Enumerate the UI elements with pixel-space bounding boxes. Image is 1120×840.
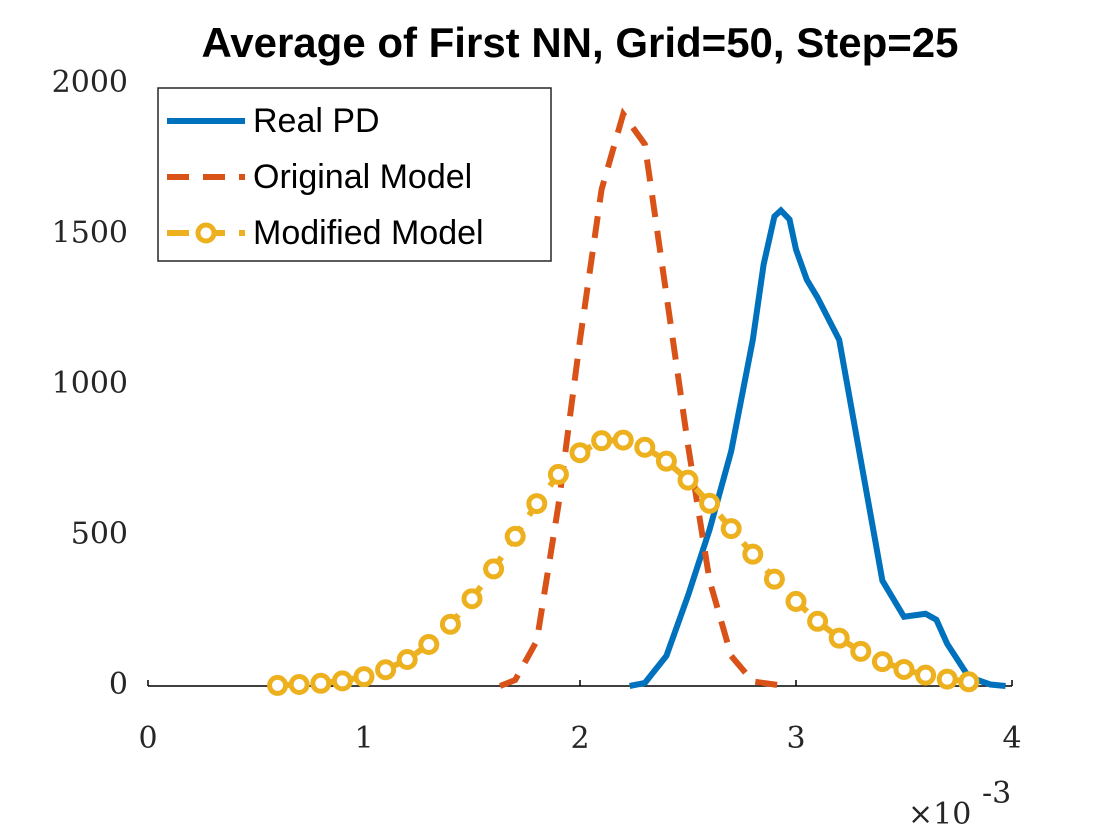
marker bbox=[483, 558, 505, 580]
marker bbox=[612, 429, 634, 451]
marker bbox=[893, 658, 915, 680]
marker bbox=[807, 610, 829, 632]
x-tick-label: 0 bbox=[138, 721, 157, 756]
marker bbox=[267, 674, 289, 696]
marker bbox=[871, 651, 893, 673]
legend-label: Real PD bbox=[253, 102, 380, 140]
x-offset-exponent: -3 bbox=[982, 776, 1011, 811]
marker bbox=[569, 442, 591, 464]
marker bbox=[591, 430, 613, 452]
legend-label: Original Model bbox=[253, 158, 472, 196]
y-tick-label: 0 bbox=[109, 667, 128, 702]
marker bbox=[439, 613, 461, 635]
chart-title: Average of First NN, Grid=50, Step=25 bbox=[201, 19, 958, 66]
x-offset-label: ×10 bbox=[908, 797, 971, 832]
marker bbox=[288, 673, 310, 695]
marker bbox=[742, 543, 764, 565]
marker bbox=[915, 664, 937, 686]
marker bbox=[504, 525, 526, 547]
marker bbox=[763, 568, 785, 590]
marker bbox=[850, 640, 872, 662]
marker bbox=[677, 469, 699, 491]
x-tick-label: 4 bbox=[1002, 721, 1021, 756]
y-tick-label: 1500 bbox=[52, 216, 128, 251]
y-tick-label: 2000 bbox=[52, 65, 128, 100]
series-line bbox=[629, 206, 1006, 689]
x-tick-label: 2 bbox=[570, 721, 589, 756]
marker bbox=[353, 666, 375, 688]
marker bbox=[547, 463, 569, 485]
marker bbox=[936, 668, 958, 690]
y-tick-label: 1000 bbox=[52, 366, 128, 401]
marker bbox=[655, 450, 677, 472]
marker bbox=[375, 659, 397, 681]
marker bbox=[461, 588, 483, 610]
marker bbox=[634, 436, 656, 458]
x-tick-label: 1 bbox=[354, 721, 373, 756]
series-line bbox=[498, 107, 786, 689]
marker bbox=[418, 633, 440, 655]
legend-label: Modified Model bbox=[253, 214, 484, 252]
legend-marker bbox=[195, 222, 217, 244]
marker bbox=[785, 590, 807, 612]
marker bbox=[828, 627, 850, 649]
marker bbox=[396, 649, 418, 671]
marker bbox=[958, 671, 980, 693]
marker bbox=[331, 670, 353, 692]
y-tick-label: 500 bbox=[71, 517, 128, 552]
x-tick-label: 3 bbox=[786, 721, 805, 756]
marker bbox=[699, 492, 721, 514]
marker bbox=[526, 493, 548, 515]
marker bbox=[310, 672, 332, 694]
marker bbox=[720, 518, 742, 540]
